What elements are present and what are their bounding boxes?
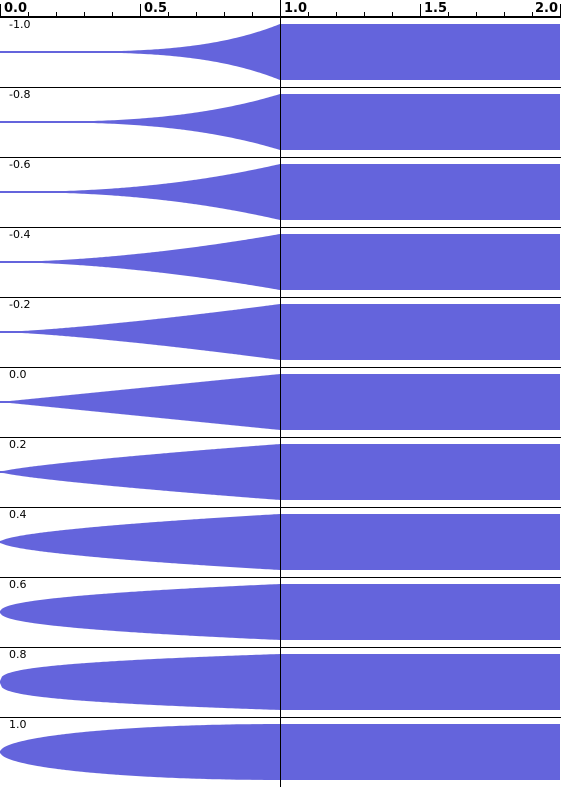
track-label: 1.0 (9, 718, 27, 731)
track-label: -1.0 (9, 18, 31, 31)
ruler-tick-label: 0.0 (4, 1, 28, 16)
track-label: 0.0 (9, 368, 27, 381)
track-label: -0.8 (9, 88, 31, 101)
track-label: 0.4 (9, 508, 27, 521)
ruler-tick-label: 1.5 (424, 1, 448, 16)
playhead-cursor[interactable] (280, 0, 281, 787)
ruler-tick-label: 2.0 (535, 1, 559, 16)
ruler-tick-label: 0.5 (144, 1, 168, 16)
ruler-tick-label: 1.0 (284, 1, 308, 16)
track-label: 0.2 (9, 438, 27, 451)
track-label: 0.6 (9, 578, 27, 591)
track-label: -0.2 (9, 298, 31, 311)
track-label: -0.6 (9, 158, 31, 171)
track-label: 0.8 (9, 648, 27, 661)
track-label: -0.4 (9, 228, 31, 241)
